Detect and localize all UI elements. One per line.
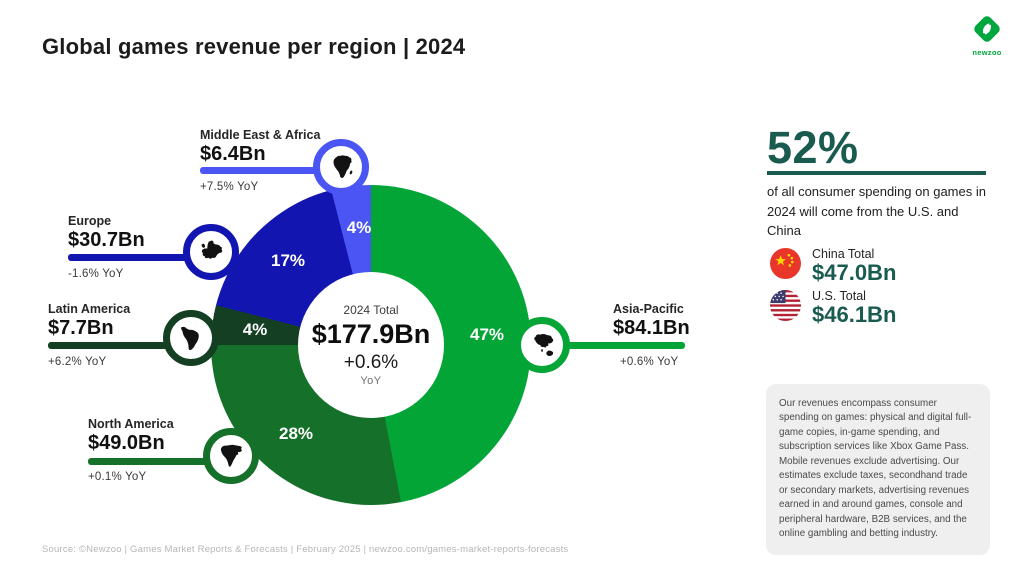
callout-circle-north-america — [203, 428, 259, 484]
newzoo-logo-icon — [974, 16, 1000, 42]
china-total-value: $47.0Bn — [812, 260, 897, 285]
callout-line-europe — [68, 254, 188, 261]
donut-total-yoy: +0.6% — [343, 351, 399, 373]
callout-line-north-america — [88, 458, 208, 465]
page-title: Global games revenue per region | 2024 — [42, 34, 466, 59]
newzoo-logo: newzoo — [964, 12, 1010, 57]
callout-circle-asia-pacific — [514, 317, 570, 373]
callout-circle-latin-america — [163, 310, 219, 366]
callout-label-latin-america: Latin America — [48, 302, 131, 316]
share-label-europe: 17% — [270, 251, 306, 270]
callout-value-middle-east-africa: $6.4Bn — [200, 143, 266, 165]
callout-line-asia-pacific — [567, 342, 685, 349]
callout-label-middle-east-africa: Middle East & Africa — [200, 128, 321, 142]
highlight-rule — [767, 171, 986, 175]
callout-label-europe: Europe — [68, 214, 112, 228]
callout-circle-europe — [183, 224, 239, 280]
callout-line-latin-america — [48, 342, 168, 349]
callout-yoy-europe: -1.6% YoY — [68, 268, 124, 280]
china-total-label: China Total — [812, 247, 875, 261]
callout-yoy-asia-pacific: +0.6% YoY — [620, 356, 679, 368]
callout-yoy-middle-east-africa: +7.5% YoY — [200, 181, 259, 193]
europe-icon — [201, 240, 222, 259]
callout-yoy-north-america: +0.1% YoY — [88, 471, 147, 483]
highlight-stat: 52% — [767, 122, 859, 173]
donut-total-yoy-label: YoY — [360, 374, 382, 387]
callout-value-latin-america: $7.7Bn — [48, 317, 114, 339]
highlight-description: of all consumer spending on games in 202… — [767, 184, 986, 238]
callout-value-europe: $30.7Bn — [68, 229, 145, 251]
china-flag-icon — [770, 248, 801, 279]
share-label-middle-east-africa: 4% — [346, 218, 372, 237]
callout-label-asia-pacific: Asia-Pacific — [613, 302, 684, 316]
share-label-asia-pacific: 47% — [469, 325, 505, 344]
us-flag-icon — [770, 290, 801, 321]
donut-total-value: $177.9Bn — [311, 319, 431, 350]
donut-center: 2024 Total $177.9Bn +0.6% YoY — [298, 272, 444, 418]
callout-line-middle-east-africa — [200, 167, 318, 174]
asia-pacific-icon — [533, 333, 553, 356]
methodology-disclaimer: Our revenues encompass consumer spending… — [766, 384, 990, 555]
latin-america-icon — [180, 326, 199, 350]
africa-icon — [333, 154, 352, 178]
north-america-icon — [220, 444, 242, 467]
share-label-latin-america: 4% — [242, 320, 268, 339]
callout-yoy-latin-america: +6.2% YoY — [48, 356, 107, 368]
callout-circle-middle-east-africa — [313, 139, 369, 195]
callout-value-asia-pacific: $84.1Bn — [613, 317, 690, 339]
donut-total-label: 2024 Total — [343, 303, 399, 318]
share-label-north-america: 28% — [278, 424, 314, 443]
callout-label-north-america: North America — [88, 417, 174, 431]
callout-value-north-america: $49.0Bn — [88, 432, 165, 454]
newzoo-logo-text: newzoo — [972, 48, 1002, 57]
us-total-label: U.S. Total — [812, 289, 866, 303]
us-total-value: $46.1Bn — [812, 302, 897, 327]
source-line: Source: ©Newzoo | Games Market Reports &… — [42, 544, 569, 555]
